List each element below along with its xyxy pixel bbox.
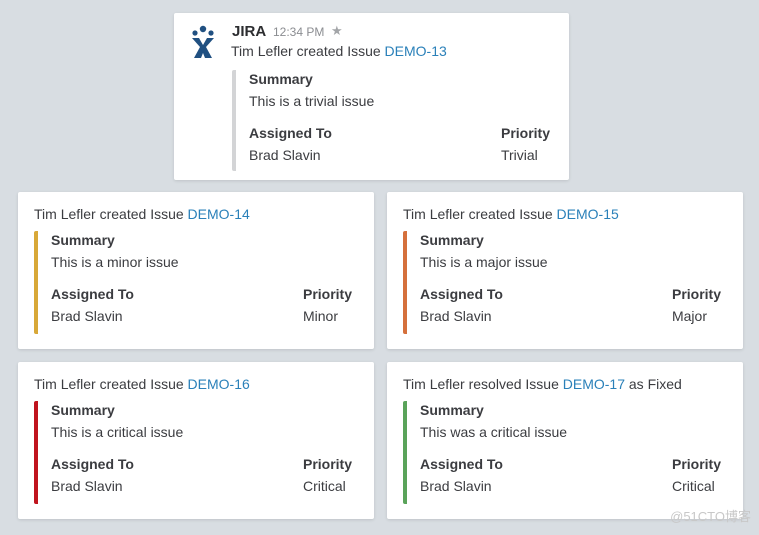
activity-headline: Tim Lefler created Issue DEMO-15 xyxy=(403,206,619,222)
priority-label: Priority xyxy=(302,286,352,302)
activity-headline: Tim Lefler resolved Issue DEMO-17 as Fix… xyxy=(403,376,682,392)
summary-value: This is a major issue xyxy=(420,254,548,270)
issue-link[interactable]: DEMO-13 xyxy=(384,43,447,59)
star-icon[interactable]: ★ xyxy=(331,23,343,38)
priority-value: Critical xyxy=(302,478,346,494)
assigned-to-value: Brad Slavin xyxy=(51,308,123,324)
jira-logo-icon xyxy=(192,25,214,58)
priority-label: Priority xyxy=(671,286,721,302)
notification-card-demo-14: Tim Lefler created Issue DEMO-14 Summary… xyxy=(18,192,374,349)
summary-value: This is a critical issue xyxy=(51,424,184,440)
issue-link[interactable]: DEMO-16 xyxy=(187,376,250,392)
assigned-to-value: Brad Slavin xyxy=(249,147,321,163)
priority-value: Critical xyxy=(671,478,715,494)
notification-card-demo-16: Tim Lefler created Issue DEMO-16 Summary… xyxy=(18,362,374,519)
assigned-to-value: Brad Slavin xyxy=(420,308,492,324)
notification-card-demo-17: Tim Lefler resolved Issue DEMO-17 as Fix… xyxy=(387,362,743,519)
app-name: JIRA xyxy=(232,23,267,40)
issue-link[interactable]: DEMO-17 xyxy=(562,376,625,392)
issue-attachment: Summary This is a trivial issue Assigned… xyxy=(232,70,550,171)
priority-value: Trivial xyxy=(500,147,538,163)
activity-headline: Tim Lefler created Issue DEMO-16 xyxy=(34,376,250,392)
assigned-to-label: Assigned To xyxy=(420,456,503,472)
summary-label: Summary xyxy=(51,232,115,248)
summary-label: Summary xyxy=(249,71,313,87)
activity-headline: Tim Lefler created Issue DEMO-13 xyxy=(231,43,447,59)
issue-attachment: Summary This is a major issue Assigned T… xyxy=(403,231,721,334)
priority-label: Priority xyxy=(302,456,352,472)
assigned-to-label: Assigned To xyxy=(249,125,332,141)
assigned-to-label: Assigned To xyxy=(51,286,134,302)
assigned-to-value: Brad Slavin xyxy=(420,478,492,494)
notification-card-demo-13: JIRA 12:34 PM ★ Tim Lefler created Issue… xyxy=(174,13,569,180)
summary-value: This is a minor issue xyxy=(51,254,179,270)
message-timestamp[interactable]: 12:34 PM xyxy=(273,25,325,39)
notification-card-demo-15: Tim Lefler created Issue DEMO-15 Summary… xyxy=(387,192,743,349)
summary-value: This was a critical issue xyxy=(420,424,568,440)
summary-label: Summary xyxy=(420,232,484,248)
summary-value: This is a trivial issue xyxy=(249,93,375,109)
priority-label: Priority xyxy=(500,125,550,141)
priority-value: Major xyxy=(671,308,707,324)
priority-value: Minor xyxy=(302,308,338,324)
issue-link[interactable]: DEMO-14 xyxy=(187,206,250,222)
issue-link[interactable]: DEMO-15 xyxy=(556,206,619,222)
priority-label: Priority xyxy=(671,456,721,472)
issue-attachment: Summary This is a minor issue Assigned T… xyxy=(34,231,352,334)
watermark: @51CTO博客 xyxy=(670,509,751,524)
issue-attachment: Summary This was a critical issue Assign… xyxy=(403,401,721,504)
assigned-to-label: Assigned To xyxy=(51,456,134,472)
issue-attachment: Summary This is a critical issue Assigne… xyxy=(34,401,352,504)
activity-headline: Tim Lefler created Issue DEMO-14 xyxy=(34,206,250,222)
summary-label: Summary xyxy=(420,402,484,418)
assigned-to-value: Brad Slavin xyxy=(51,478,123,494)
summary-label: Summary xyxy=(51,402,115,418)
assigned-to-label: Assigned To xyxy=(420,286,503,302)
